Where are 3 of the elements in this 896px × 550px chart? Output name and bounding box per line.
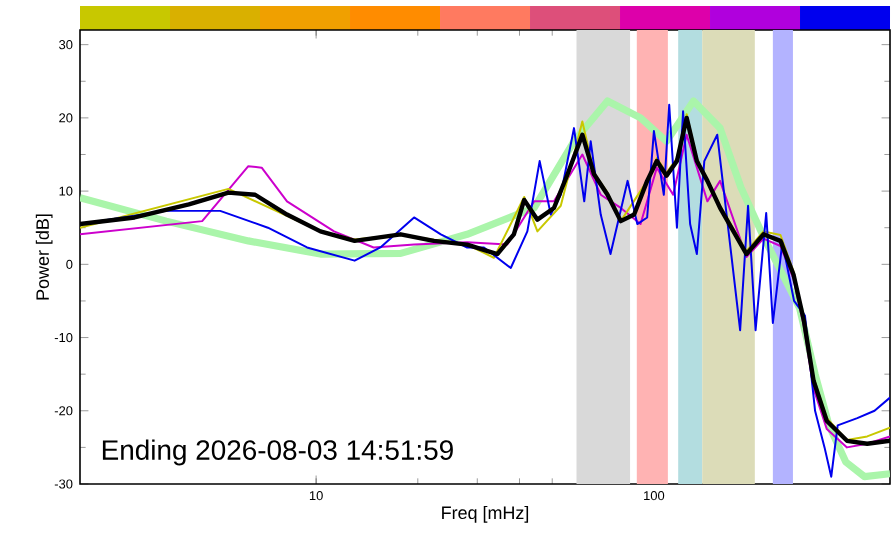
x-axis-title: Freq [mHz] xyxy=(442,505,529,523)
y-axis-title: Power [dB] xyxy=(35,214,53,300)
annotation: Ending 2026-08-03 14:51:59 xyxy=(102,439,453,466)
